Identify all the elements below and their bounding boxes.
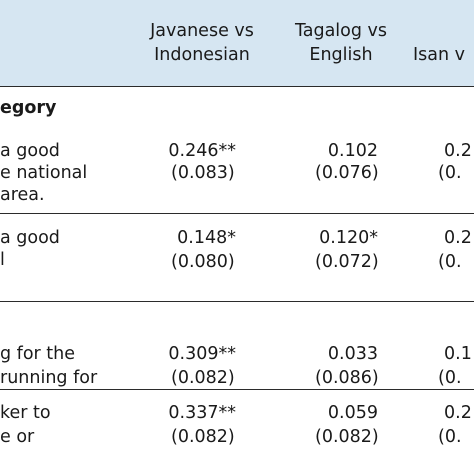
standard-error-cell: (0.082) [315, 427, 379, 447]
row-label-line: l [0, 250, 5, 270]
standard-error-cell: (0.082) [171, 368, 235, 388]
column-header-tagalog-vs-english-line2: English [309, 45, 373, 65]
row-label-line: a good [0, 228, 60, 248]
table-header [0, 0, 474, 86]
coefficient-cell: 0.148* [177, 228, 236, 248]
column-header-isan-line1: Isan v [413, 45, 466, 65]
coefficient-cell: 0.2 [444, 228, 472, 248]
column-header-javanese-vs-indonesian-line2: Indonesian [154, 45, 250, 65]
standard-error-cell: (0.080) [171, 252, 235, 272]
coefficient-cell: 0.309** [168, 344, 236, 364]
coefficient-cell: 0.033 [327, 344, 378, 364]
coefficient-cell: 0.102 [327, 141, 378, 161]
row-label-line: area. [0, 185, 45, 205]
standard-error-cell: (0.076) [315, 163, 379, 183]
standard-error-cell: (0. [438, 427, 462, 447]
column-header-tagalog-vs-english-line1: Tagalog vs [294, 21, 388, 41]
row-label-line: g for the [0, 344, 76, 364]
header-rule [0, 86, 474, 87]
coefficient-cell: 0.2 [444, 141, 472, 161]
coefficient-cell: 0.2 [444, 403, 472, 423]
standard-error-cell: (0. [438, 163, 462, 183]
standard-error-cell: (0.086) [315, 368, 379, 388]
coefficient-cell: 0.1 [444, 344, 472, 364]
standard-error-cell: (0.082) [171, 427, 235, 447]
coefficient-cell: 0.059 [327, 403, 378, 423]
standard-error-cell: (0. [438, 252, 462, 272]
section-label: egory [0, 98, 57, 118]
row-label-line: e national [0, 163, 88, 183]
row-label-line: a good [0, 141, 60, 161]
coefficient-cell: 0.337** [168, 403, 236, 423]
row-label-line: e or [0, 427, 35, 447]
row-label-line: ker to [0, 403, 51, 423]
column-header-javanese-vs-indonesian-line1: Javanese vs [150, 21, 254, 41]
standard-error-cell: (0.083) [171, 163, 235, 183]
row-divider [0, 389, 474, 390]
row-divider [0, 213, 474, 214]
standard-error-cell: (0. [438, 368, 462, 388]
standard-error-cell: (0.072) [315, 252, 379, 272]
coefficient-cell: 0.246** [168, 141, 236, 161]
row-divider [0, 301, 474, 302]
coefficient-cell: 0.120* [319, 228, 378, 248]
row-label-line: running for [0, 368, 98, 388]
